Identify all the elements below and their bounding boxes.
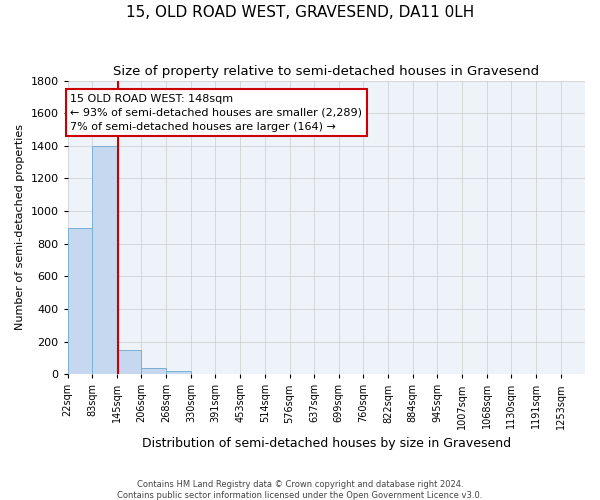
Bar (92, 146, 116, 374)
Bar (166, 371, 191, 374)
Bar (68, 228, 92, 374)
Text: 15, OLD ROAD WEST, GRAVESEND, DA11 0LH: 15, OLD ROAD WEST, GRAVESEND, DA11 0LH (126, 5, 474, 20)
Bar (142, 368, 166, 374)
Text: Contains HM Land Registry data © Crown copyright and database right 2024.
Contai: Contains HM Land Registry data © Crown c… (118, 480, 482, 500)
Y-axis label: Number of semi-detached properties: Number of semi-detached properties (15, 124, 25, 330)
Text: 15 OLD ROAD WEST: 148sqm
← 93% of semi-detached houses are smaller (2,289)
7% of: 15 OLD ROAD WEST: 148sqm ← 93% of semi-d… (70, 94, 362, 132)
X-axis label: Distribution of semi-detached houses by size in Gravesend: Distribution of semi-detached houses by … (142, 437, 511, 450)
Title: Size of property relative to semi-detached houses in Gravesend: Size of property relative to semi-detach… (113, 65, 539, 78)
Bar (117, 350, 142, 374)
